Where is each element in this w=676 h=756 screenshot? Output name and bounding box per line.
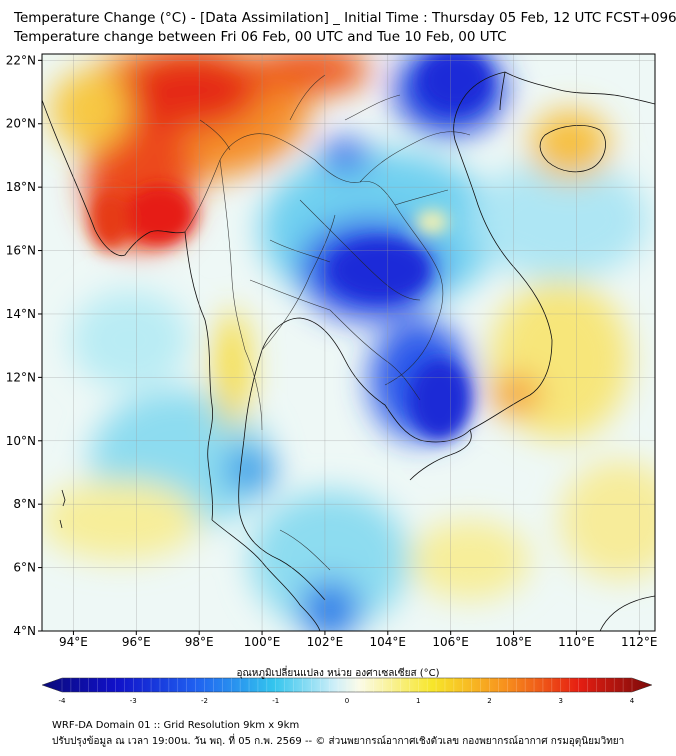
lat-label: 10°N [6,434,36,448]
model-info: WRF-DA Domain 01 :: Grid Resolution 9km … [52,720,300,731]
lat-label: 16°N [6,244,36,258]
colorbar-tick-label: 2 [487,697,491,705]
update-info: ปรับปรุงข้อมูล ณ เวลา 19:00น. วัน พฤ. ที… [52,736,625,747]
lon-label: 110°E [558,635,595,649]
lat-label: 8°N [13,497,36,511]
lon-label: 100°E [244,635,281,649]
lat-label: 4°N [13,624,36,638]
colorbar-title: อุณหภูมิเปลี่ยนแปลง หน่วย องศาเซลเซียส (… [236,668,440,679]
colorbar-tick-label: 0 [345,697,349,705]
longitude-labels: 94°E 96°E 98°E 100°E 102°E 104°E 106°E 108°E 110… [59,631,658,649]
lon-label: 104°E [370,635,407,649]
lon-label: 108°E [495,635,532,649]
lon-label: 98°E [185,635,214,649]
lat-label: 6°N [13,561,36,575]
map-subtitle: Temperature change between Fri 06 Feb, 0… [14,29,507,45]
map-title: Temperature Change (°C) - [Data Assimila… [14,10,676,26]
colorbar-tick-label: 1 [416,697,420,705]
colorbar-tick-label: 3 [559,697,563,705]
colorbar-tick-label: -4 [59,697,67,705]
lat-label: 22°N [6,53,36,67]
lon-label: 106°E [432,635,469,649]
map-frame [41,53,656,632]
colorbar-tick-labels: -4 -3 -2 -1 0 1 2 3 4 [59,697,635,705]
colorbar-tick-label: -2 [201,697,208,705]
lon-label: 96°E [122,635,151,649]
lat-label: 20°N [6,117,36,131]
gridlines [42,54,655,631]
lon-label: 94°E [59,635,88,649]
lat-label: 18°N [6,180,36,194]
temperature-field [42,54,655,631]
admin-boundaries [184,74,471,571]
colorbar-tick-label: 4 [630,697,635,705]
colorbar-tick-label: -1 [272,697,279,705]
lon-label: 102°E [307,635,344,649]
colorbar: -4 -3 -2 -1 0 1 2 3 4 [41,677,653,705]
lon-label: 112°E [621,635,658,649]
latitude-labels: 22°N 20°N 18°N 16°N 14°N 12°N 10°N 8°N 6°N 4°N [6,53,42,638]
colorbar-tick-label: -3 [130,697,137,705]
lat-label: 14°N [6,307,36,321]
lat-label: 12°N [6,370,36,384]
